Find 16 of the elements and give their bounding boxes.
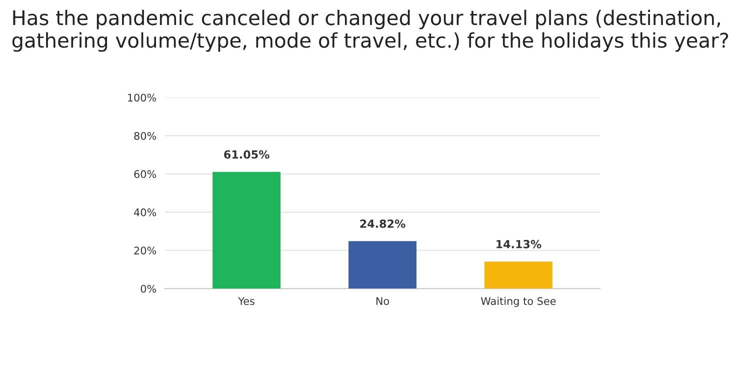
data-label: 24.82% xyxy=(360,220,406,228)
y-tick-label: 80% xyxy=(134,132,156,140)
x-tick-label: Yes xyxy=(238,297,254,305)
y-tick-label: 60% xyxy=(134,170,156,178)
chart-title: Has the pandemic canceled or changed your travel plans (destination, gathering volume/type, mode of travel, etc.) for the holidays this year? xyxy=(12,10,728,52)
data-label: 14.13% xyxy=(496,240,542,248)
x-tick-label: Waiting to See xyxy=(480,296,556,308)
x-tick-label: No xyxy=(376,297,390,305)
bar xyxy=(348,241,416,289)
y-tick-label: 0% xyxy=(140,284,156,293)
bar xyxy=(212,172,281,289)
y-tick-label: 100% xyxy=(128,94,156,102)
bar xyxy=(484,262,552,289)
data-label: 61.05% xyxy=(224,150,270,159)
y-tick-label: 40% xyxy=(134,208,156,216)
y-tick-label: 20% xyxy=(134,246,156,254)
